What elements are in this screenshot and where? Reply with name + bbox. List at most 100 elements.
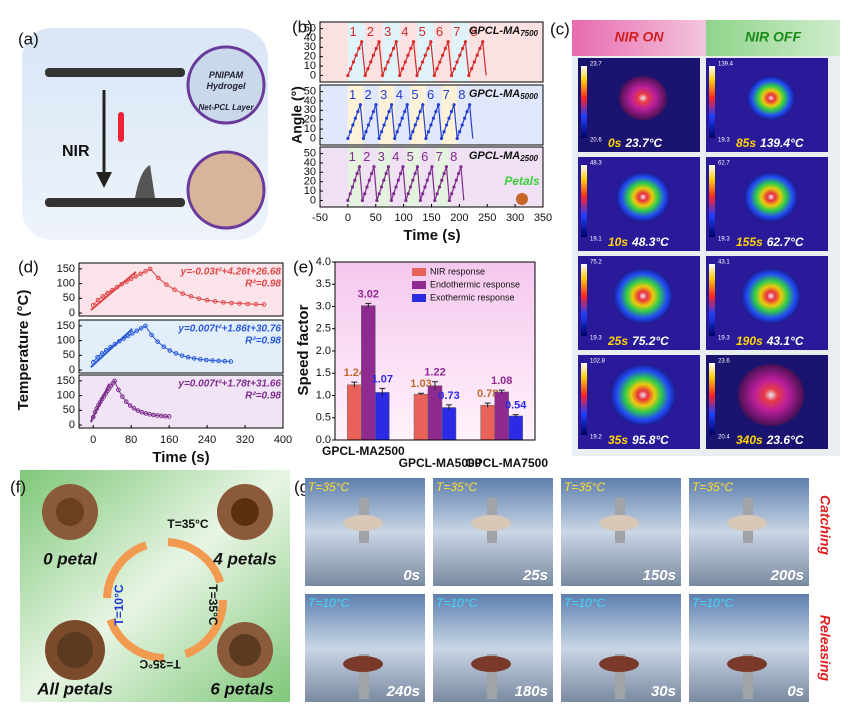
angle-point bbox=[420, 60, 425, 64]
temp-point bbox=[179, 353, 185, 358]
temp-point bbox=[138, 326, 144, 331]
y-tick-label: 150 bbox=[57, 375, 75, 387]
angle-point bbox=[444, 165, 449, 169]
y-tick-label: 0 bbox=[310, 132, 316, 144]
angle-point bbox=[371, 109, 376, 114]
x-tick-label: 50 bbox=[370, 212, 382, 224]
legend-label: NIR response bbox=[430, 266, 485, 276]
stripe bbox=[405, 147, 421, 207]
angle-point bbox=[384, 171, 388, 176]
hydrogel-word: Hydrogel bbox=[206, 81, 246, 91]
fit-r2: R²=0.98 bbox=[245, 391, 281, 402]
hydrogel-label: PNIPAM Hydrogel bbox=[206, 70, 246, 91]
temp-point bbox=[245, 301, 251, 307]
angle-point bbox=[433, 198, 437, 203]
frame-time: 30s bbox=[651, 683, 676, 700]
x-tick-label: 0 bbox=[345, 212, 351, 224]
angle-point bbox=[458, 130, 462, 134]
y-tick-label: 40 bbox=[304, 95, 316, 107]
angle-point bbox=[457, 171, 461, 176]
temp-point bbox=[143, 323, 148, 329]
caption-temp: 43.1°C bbox=[766, 334, 804, 348]
angle-point bbox=[394, 185, 398, 189]
angle-point bbox=[386, 165, 391, 169]
fit-equation: y=0.007t²+1.86t+30.76 bbox=[177, 324, 281, 335]
y-tick-label: 10 bbox=[304, 123, 316, 135]
frame-time: 0s bbox=[787, 683, 804, 700]
scale-min: 19.3 bbox=[718, 138, 730, 144]
temp-point bbox=[185, 354, 191, 360]
angle-point bbox=[411, 130, 415, 134]
angle-point bbox=[444, 123, 449, 127]
panel-label: (a) bbox=[18, 29, 39, 48]
x-tick-label: 250 bbox=[478, 212, 496, 224]
y-axis-label: Angle (°) bbox=[289, 86, 305, 144]
angle-point bbox=[423, 53, 427, 57]
value-label: 0.54 bbox=[505, 400, 527, 412]
angle-point bbox=[348, 192, 352, 196]
temp-point bbox=[180, 291, 185, 296]
angle-point bbox=[413, 171, 417, 176]
temp-point bbox=[166, 414, 172, 419]
trend-arrow bbox=[90, 328, 134, 368]
legend-label: Endothermic response bbox=[430, 279, 520, 289]
angle-point bbox=[358, 103, 362, 107]
temp-point bbox=[161, 344, 167, 350]
temp-point bbox=[188, 294, 194, 299]
cycle-label: 7 bbox=[436, 149, 443, 164]
scale-max: 75.2 bbox=[590, 260, 602, 266]
temp-point bbox=[99, 351, 105, 356]
angle-point bbox=[371, 53, 376, 57]
angle-point bbox=[364, 130, 368, 134]
stripe bbox=[451, 22, 469, 82]
y-tick-label: 1.0 bbox=[316, 389, 331, 401]
legend-swatch bbox=[412, 268, 426, 276]
angle-point bbox=[396, 178, 400, 182]
temp-point bbox=[229, 300, 234, 306]
temp-point bbox=[138, 271, 143, 277]
panel-label: (c) bbox=[550, 19, 570, 38]
value-label: 1.07 bbox=[372, 373, 393, 385]
rod bbox=[615, 654, 625, 699]
angle-point bbox=[361, 136, 366, 141]
y-tick-label: 50 bbox=[63, 292, 75, 304]
angle-point bbox=[442, 130, 446, 134]
temp-point bbox=[221, 300, 226, 305]
stripe bbox=[379, 85, 395, 145]
angle-point bbox=[389, 198, 393, 203]
value-label: 1.22 bbox=[424, 367, 445, 379]
y-tick-label: 30 bbox=[304, 104, 316, 116]
stripe bbox=[382, 22, 400, 82]
bar bbox=[413, 393, 429, 441]
angle-point bbox=[455, 60, 459, 64]
caption-time: 10s bbox=[608, 235, 628, 249]
caption-time: 0s bbox=[608, 136, 622, 150]
fit-equation: y=0.007t²+1.78t+31.66 bbox=[177, 379, 281, 390]
thermal-caption: 85s 139.4°C bbox=[736, 136, 804, 150]
scale-min: 19.1 bbox=[590, 237, 602, 243]
value-label: 1.08 bbox=[491, 375, 512, 387]
caption-time: 25s bbox=[607, 334, 628, 348]
stripe bbox=[347, 85, 364, 145]
y-tick-label: 10 bbox=[304, 60, 316, 72]
cycle-label: 4 bbox=[392, 149, 399, 164]
angle-point bbox=[372, 165, 376, 169]
angle-point bbox=[398, 123, 402, 127]
frame-temp: T=35°C bbox=[564, 480, 605, 494]
angle-point bbox=[435, 192, 439, 196]
angle-point bbox=[377, 136, 381, 141]
cycle-label: 1 bbox=[349, 24, 356, 39]
frame-temp: T=35°C bbox=[692, 480, 733, 494]
stripe bbox=[347, 147, 363, 207]
angle-point bbox=[418, 198, 422, 203]
frame-time: 0s bbox=[403, 567, 420, 584]
angle-point bbox=[452, 185, 456, 189]
angle-point bbox=[409, 46, 413, 51]
subplot-frame bbox=[319, 21, 544, 83]
cycle-label: 5 bbox=[407, 149, 414, 164]
angle-point bbox=[346, 73, 350, 78]
angle-point bbox=[460, 123, 464, 127]
cycle-arrows bbox=[103, 538, 227, 662]
angle-point bbox=[408, 136, 412, 141]
angle-point bbox=[458, 53, 462, 57]
